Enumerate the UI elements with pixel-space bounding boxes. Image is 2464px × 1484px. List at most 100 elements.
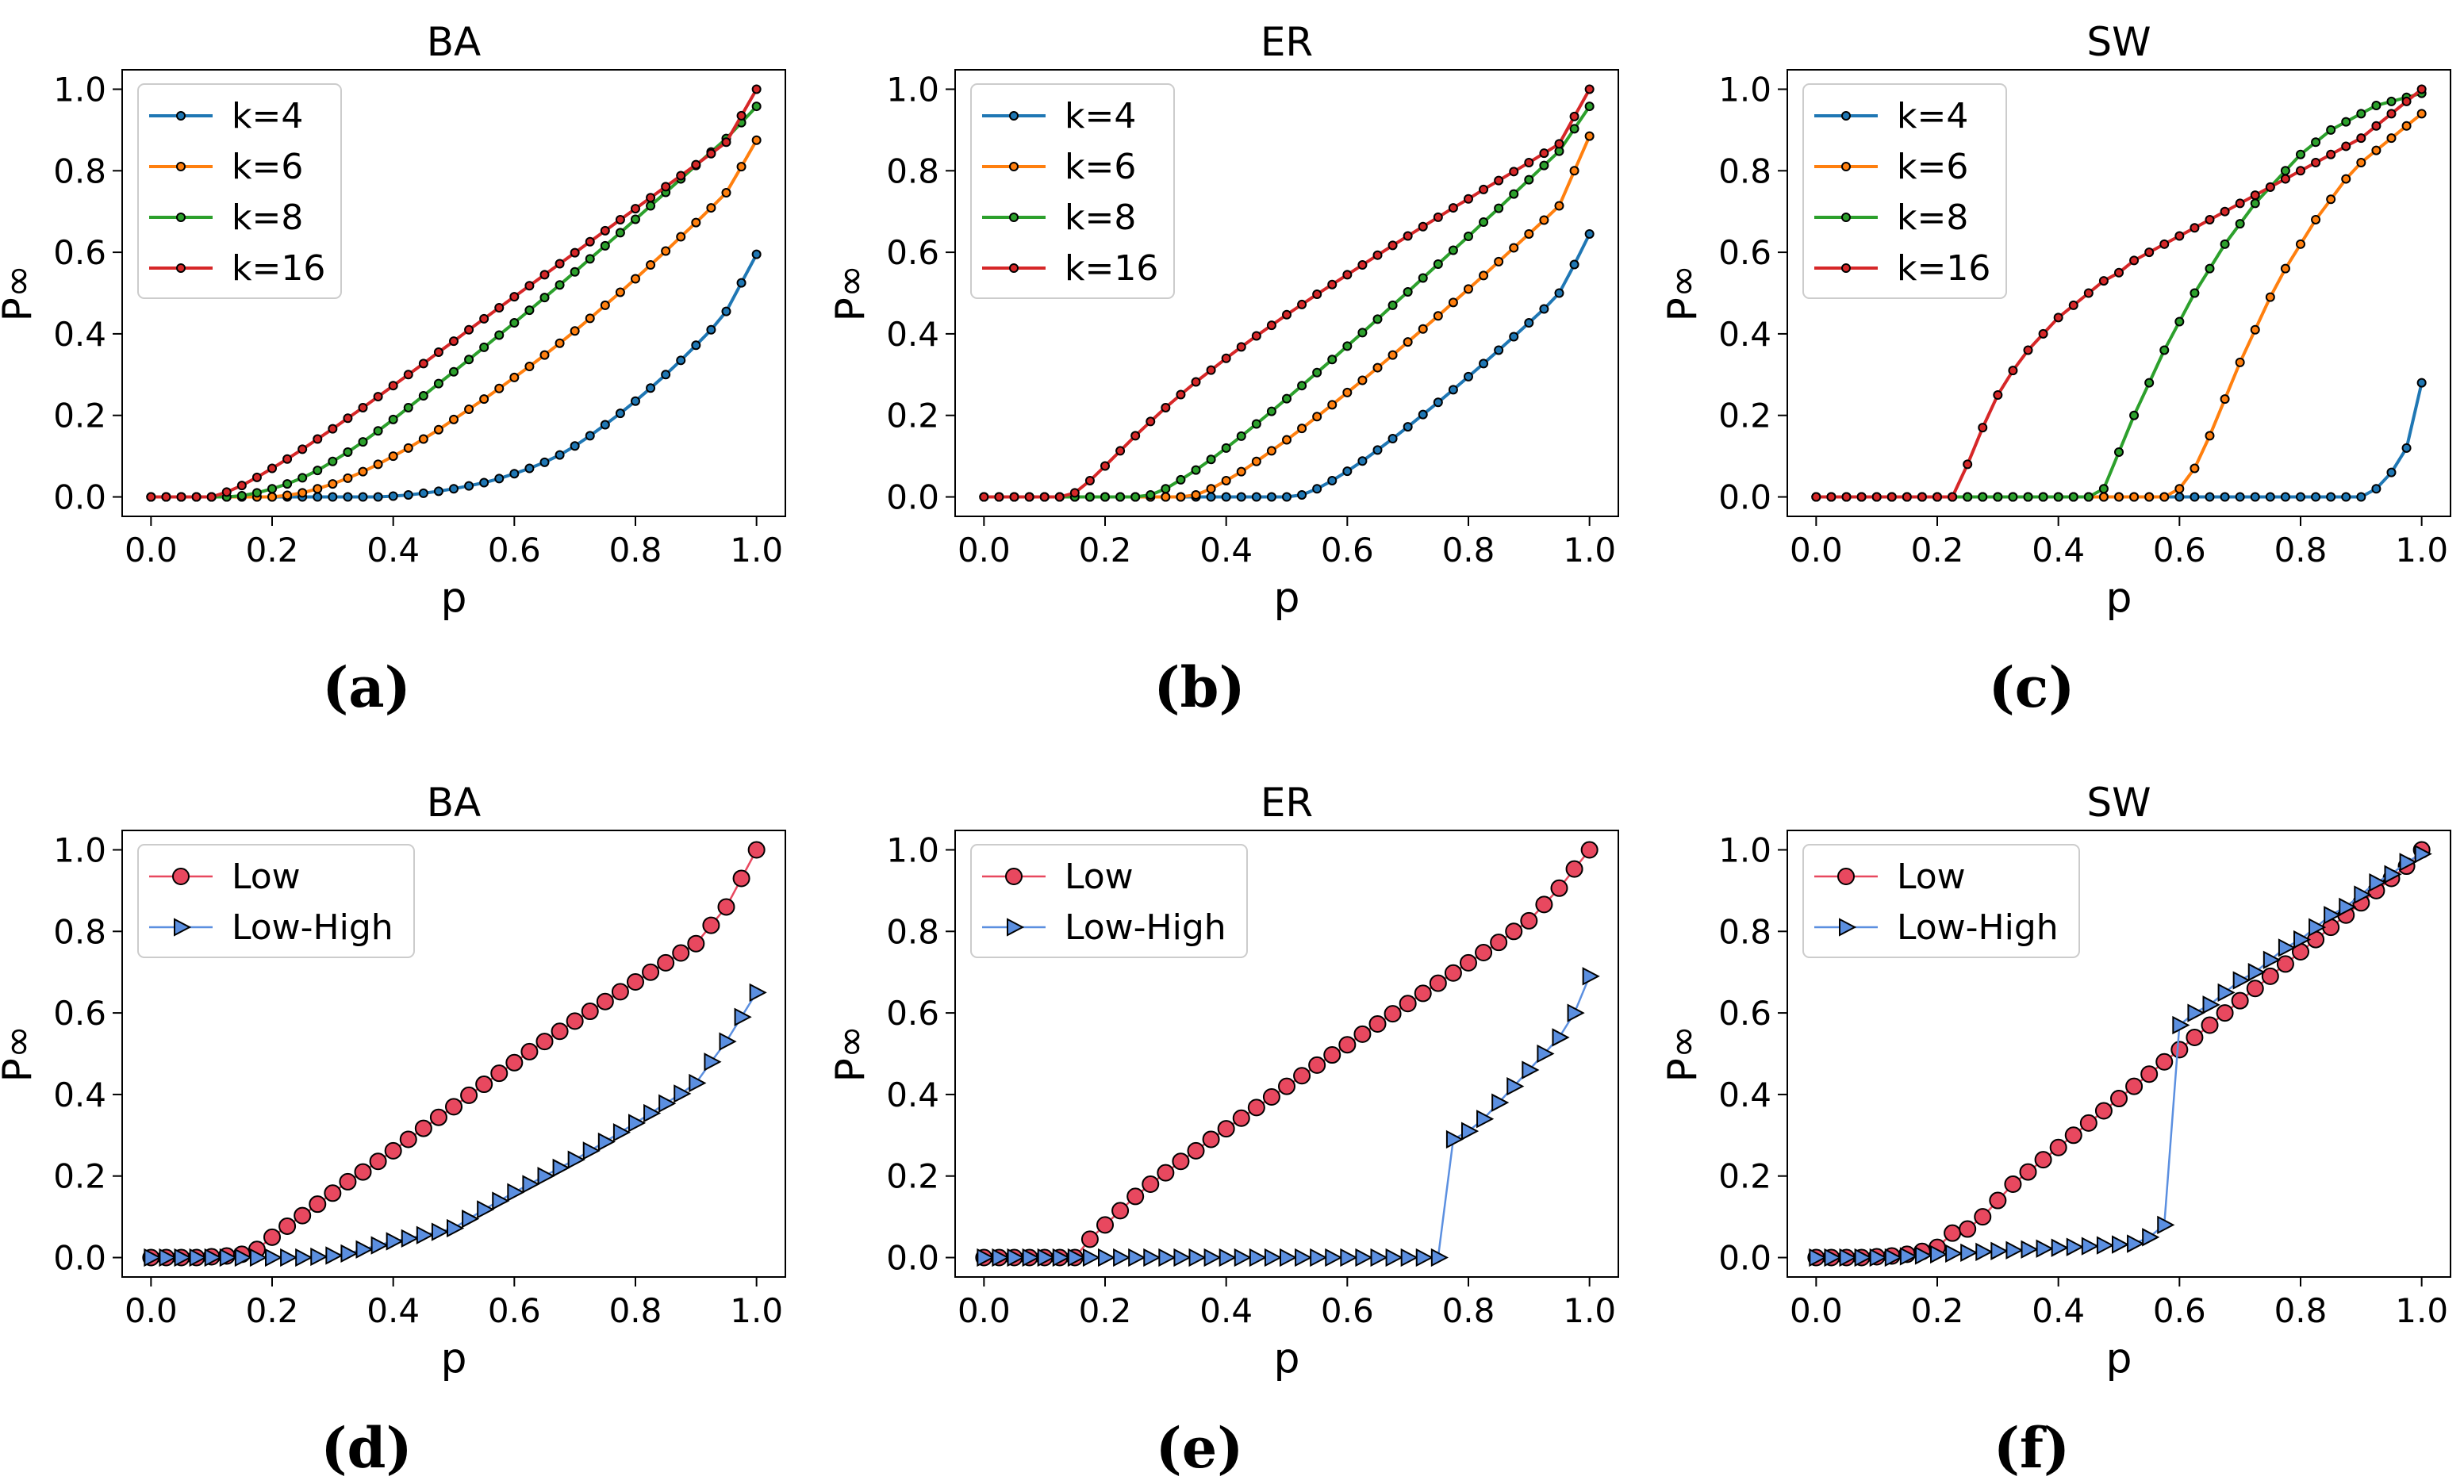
x-tick-label: 1.0 <box>2395 531 2448 569</box>
data-point <box>1327 279 1338 290</box>
data-point <box>611 983 629 1001</box>
legend-frame <box>1802 83 2007 299</box>
data-point <box>1372 362 1383 373</box>
data-point <box>537 1167 555 1186</box>
data-point <box>2369 872 2387 892</box>
data-point <box>445 1098 462 1116</box>
data-point <box>2112 1235 2130 1254</box>
data-point <box>2174 316 2185 327</box>
x-tick-label: 0.6 <box>488 1291 541 1330</box>
legend-swatch-marker <box>1009 213 1019 222</box>
data-point <box>2280 166 2290 176</box>
data-point <box>280 1248 298 1267</box>
legend-swatch-marker <box>1009 111 1019 121</box>
panel-caption: (e) <box>1156 1415 1244 1481</box>
data-point <box>509 469 520 479</box>
data-point <box>1567 1003 1585 1022</box>
data-point <box>358 492 368 502</box>
data-point <box>1338 1036 1357 1054</box>
data-point <box>1325 1248 1343 1267</box>
data-point <box>1323 1046 1341 1064</box>
data-point <box>144 1248 162 1267</box>
data-point <box>643 1103 662 1123</box>
data-point <box>597 1132 616 1152</box>
data-point <box>1126 1187 1145 1206</box>
data-point <box>431 1222 450 1241</box>
data-point <box>1430 1248 1449 1267</box>
y-tick-label: 0.2 <box>1718 397 1771 435</box>
data-point <box>479 394 489 405</box>
data-point <box>370 1236 389 1255</box>
data-point <box>1096 1216 1115 1234</box>
data-point <box>2356 133 2366 144</box>
data-point <box>1282 435 1291 445</box>
data-point <box>2371 145 2381 155</box>
data-point <box>477 1200 495 1219</box>
data-point <box>418 488 428 498</box>
data-point <box>585 254 595 264</box>
data-point <box>343 473 353 483</box>
data-point <box>1206 484 1216 494</box>
data-point <box>1251 456 1261 466</box>
x-tick-label: 1.0 <box>1563 1291 1616 1330</box>
data-point <box>1282 393 1291 404</box>
y-tick-label: 0.8 <box>886 912 939 951</box>
data-point <box>2190 223 2200 233</box>
data-point <box>1353 1025 1372 1043</box>
data-point <box>736 110 746 121</box>
data-point <box>552 1158 570 1178</box>
data-point <box>1342 387 1353 397</box>
data-point <box>249 1248 268 1267</box>
data-point <box>1297 489 1307 500</box>
data-point <box>161 492 171 502</box>
data-point <box>388 491 398 501</box>
data-point <box>403 489 413 500</box>
data-point <box>2280 492 2290 502</box>
data-point <box>267 484 278 494</box>
data-point <box>251 472 262 482</box>
legend-label: k=8 <box>1065 197 1136 238</box>
y-axis-label: P∞ <box>827 265 873 322</box>
data-point <box>449 336 459 347</box>
data-point <box>1295 1248 1313 1267</box>
data-point <box>388 381 398 391</box>
data-point <box>2311 158 2321 168</box>
data-point <box>1251 331 1261 341</box>
data-point <box>2295 149 2305 159</box>
data-point <box>1826 492 1836 502</box>
data-point <box>2140 1065 2159 1083</box>
data-point <box>479 313 489 324</box>
data-point <box>282 490 293 500</box>
data-point <box>1490 934 1508 952</box>
data-point <box>2235 357 2245 367</box>
y-tick-label: 0.8 <box>886 151 939 190</box>
y-tick-label: 0.4 <box>1718 315 1771 354</box>
data-point <box>657 953 675 972</box>
data-point <box>691 217 701 228</box>
data-point <box>2293 930 2312 949</box>
data-point <box>1917 492 1927 502</box>
data-point <box>1115 492 1126 502</box>
data-point <box>2235 219 2245 229</box>
data-point <box>2187 1003 2205 1022</box>
data-point <box>539 457 550 467</box>
data-point <box>1187 1141 1205 1160</box>
data-point <box>676 171 686 181</box>
data-point <box>1387 300 1398 310</box>
data-point <box>418 359 428 369</box>
data-point <box>282 454 293 464</box>
data-point <box>1052 1248 1070 1267</box>
data-point <box>566 1012 584 1030</box>
data-point <box>1217 1120 1235 1138</box>
data-point <box>585 236 595 247</box>
data-point <box>414 1119 432 1137</box>
data-point <box>2083 492 2094 502</box>
data-point <box>1130 492 1141 502</box>
chart-title: SW <box>2086 780 2151 826</box>
y-tick-label: 0.8 <box>1718 912 1771 951</box>
data-point <box>1232 1109 1250 1127</box>
data-point <box>2231 991 2249 1010</box>
data-point <box>1266 320 1276 331</box>
data-point <box>747 841 766 859</box>
data-point <box>2098 484 2109 494</box>
